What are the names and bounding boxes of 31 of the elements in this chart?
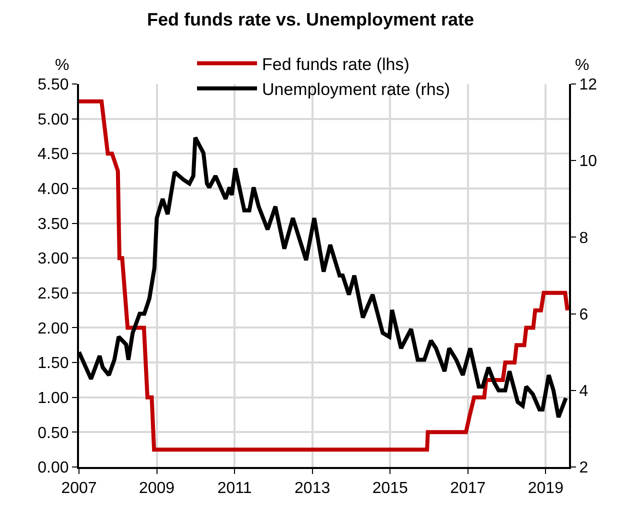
y-axis-title: %	[55, 57, 70, 74]
y2-axis-title: %	[575, 57, 590, 74]
y-tick-label: 4.00	[38, 181, 69, 198]
x-tick-label: 2011	[217, 480, 252, 498]
x-tick-label: 2019	[528, 480, 564, 498]
y-tick-label: 0.50	[38, 424, 69, 442]
y2-tick-label: 2	[579, 460, 588, 477]
y-tick-label: 5.00	[38, 111, 69, 128]
y2-tick-label: 12	[579, 76, 598, 94]
y-tick-label: 2.50	[38, 286, 69, 303]
y-tick-label: 1.00	[38, 390, 69, 407]
x-tick-label: 2013	[294, 480, 330, 498]
y2-tick-label: 8	[579, 230, 588, 247]
y-tick-label: 5.50	[38, 76, 69, 94]
y-tick-label: 3.00	[38, 250, 69, 268]
x-tick-label: 2017	[450, 480, 486, 498]
y-tick-label: 2.00	[38, 320, 69, 338]
x-tick-label: 2007	[61, 480, 97, 498]
y-tick-label: 3.50	[38, 216, 69, 233]
y2-tick-label: 10	[579, 153, 598, 170]
legend-label: Fed funds rate (lhs)	[262, 54, 410, 74]
y2-tick-label: 4	[579, 383, 588, 400]
y2-tick-label: 6	[579, 306, 588, 324]
line-series	[79, 99, 569, 452]
x-tick-label: 2009	[138, 480, 175, 498]
y-tick-label: 4.50	[38, 146, 69, 164]
y-tick-label: 1.50	[38, 355, 69, 372]
legend-label: Unemployment rate (rhs)	[262, 80, 450, 99]
chart-title: Fed funds rate vs. Unemployment rate	[146, 9, 474, 30]
x-tick-label: 2015	[372, 480, 408, 498]
y-tick-label: 0.00	[38, 460, 69, 477]
